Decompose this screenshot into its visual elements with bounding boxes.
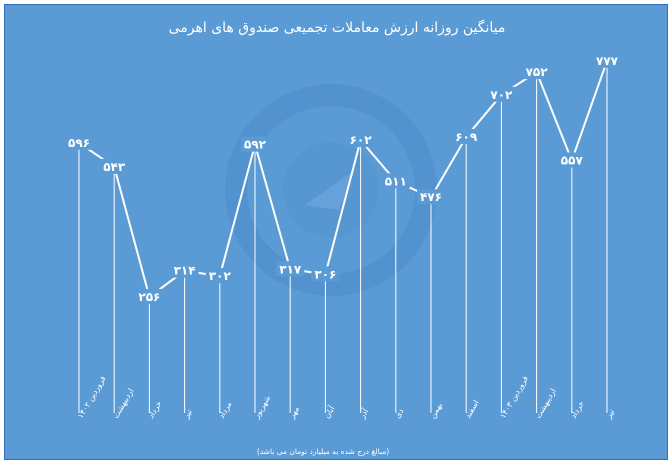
data-label-background	[487, 86, 516, 102]
data-point-label: ۵۵۷	[557, 152, 586, 168]
x-tick-label: تیر	[603, 408, 616, 421]
data-label-background	[241, 136, 269, 152]
data-label-background	[522, 64, 551, 80]
data-label: ۷۵۲	[526, 65, 549, 79]
x-tick-label: فروردین ۱۴۰۳	[498, 374, 530, 420]
x-tick-label: بهمن	[428, 401, 444, 420]
data-point-label: ۵۹۲	[241, 136, 269, 152]
data-label-background	[135, 288, 164, 304]
data-label: ۵۹۶	[68, 136, 90, 150]
data-label-background	[205, 268, 234, 284]
data-label-background	[170, 262, 199, 278]
value-labels: ۵۹۶ ۵۴۳ ۲۵۶ ۳۱۴ ۳۰۲ ۵۹۲ ۳۱۷ ۳۰۶ ۶۰۲ ۵۱۱ ۴۷۶ ۶۰۹ ۷۰۲ ۷…	[65, 52, 621, 304]
data-point-label: ۵۴۳	[100, 158, 129, 174]
x-tick-label: مرداد	[217, 400, 234, 420]
series-line	[78, 60, 608, 298]
data-label: ۵۹۲	[244, 138, 267, 152]
data-point-label: ۳۱۷	[276, 261, 305, 277]
data-point-label: ۳۱۴	[170, 262, 199, 278]
data-label: ۷۷۷	[596, 54, 619, 68]
x-tick-label: فروردین ۱۴۰۲	[76, 374, 108, 420]
data-label: ۵۵۷	[561, 153, 584, 167]
units-note: (مبالغ درج شده به میلیارد تومان می باشد)	[257, 447, 389, 456]
data-label: ۳۰۶	[314, 267, 336, 281]
data-point-label: ۵۹۶	[65, 134, 93, 150]
data-point-label: ۷۰۲	[487, 86, 516, 102]
data-label: ۵۱۱	[385, 174, 407, 188]
x-tick-label: اردیبهشت	[111, 387, 135, 420]
x-tick-label: دی	[393, 407, 406, 420]
data-label: ۳۰۲	[209, 269, 232, 283]
x-tick-label: مهر	[287, 405, 301, 421]
data-label: ۶۰۹	[455, 130, 478, 144]
data-label: ۴۷۶	[420, 190, 442, 204]
data-label-background	[381, 173, 410, 189]
data-point-label: ۶۰۲	[346, 132, 375, 148]
line-chart: میانگین روزانه ارزش معاملات تجمیعی صندوق…	[65, 19, 621, 456]
data-label-background	[557, 152, 586, 168]
x-tick-label: تیر	[181, 408, 194, 421]
data-point-label: ۷۷۷	[593, 52, 621, 68]
x-tick-label: آبان	[321, 403, 336, 420]
data-label: ۶۰۲	[350, 133, 373, 147]
data-label-background	[452, 128, 481, 144]
data-point-label: ۵۱۱	[381, 173, 410, 189]
data-point-label: ۷۵۲	[522, 64, 551, 80]
data-label: ۳۱۷	[279, 262, 302, 276]
x-tick-label: اردیبهشت	[534, 387, 558, 420]
data-label-background	[100, 158, 129, 174]
data-point-label: ۳۰۶	[311, 266, 340, 282]
data-point-label: ۴۷۶	[417, 189, 445, 205]
data-label: ۲۵۶	[138, 290, 160, 304]
data-label-background	[311, 266, 340, 282]
data-label-background	[417, 189, 445, 205]
data-label: ۵۴۳	[103, 160, 126, 174]
data-label: ۷۰۲	[490, 88, 513, 102]
data-label-background	[346, 132, 375, 148]
chart-title: میانگین روزانه ارزش معاملات تجمیعی صندوق…	[169, 19, 506, 36]
data-label-background	[276, 261, 305, 277]
data-point-label: ۲۵۶	[135, 288, 164, 304]
category-labels: فروردین ۱۴۰۲ اردیبهشت خرداد تیر مرداد شهریور م…	[76, 374, 616, 421]
drop-lines	[78, 60, 608, 413]
data-label-background	[593, 52, 621, 68]
data-point-label: ۳۰۲	[205, 268, 234, 284]
x-tick-label: آذر	[356, 406, 370, 421]
data-label: ۳۱۴	[174, 264, 196, 278]
chart-frame: میانگین روزانه ارزش معاملات تجمیعی صندوق…	[4, 4, 668, 460]
data-label-background	[65, 134, 93, 150]
data-point-label: ۶۰۹	[452, 128, 481, 144]
